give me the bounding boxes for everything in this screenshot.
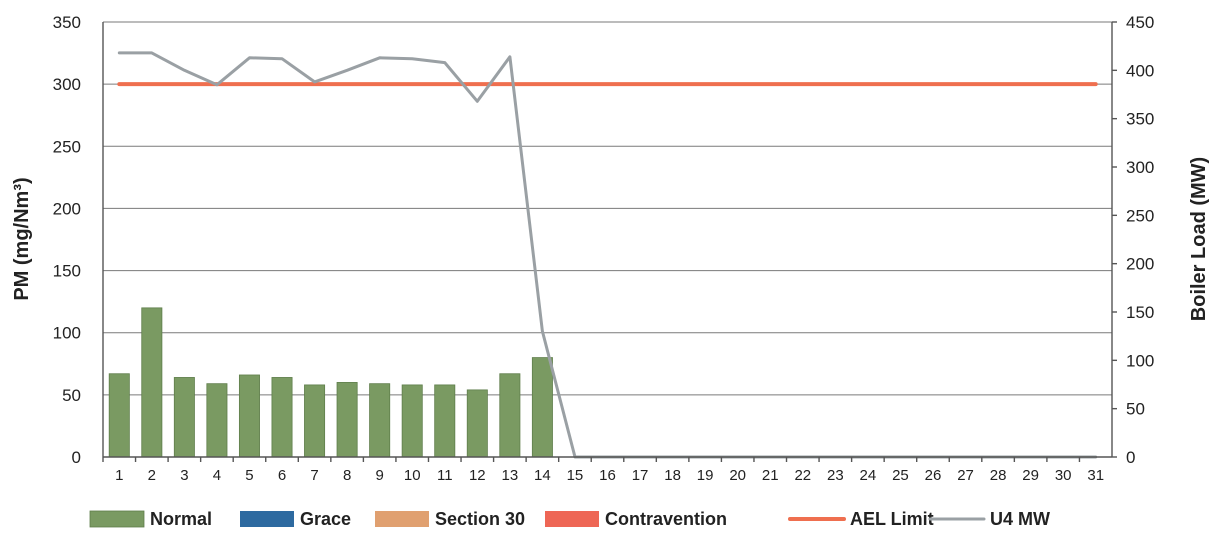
y-tick-label-left: 150 xyxy=(53,262,81,281)
y-tick-label-left: 0 xyxy=(72,448,81,467)
y-tick-label-right: 400 xyxy=(1126,61,1154,80)
legend-label-ael-limit: AEL Limit xyxy=(850,509,934,529)
legend-swatch-grace xyxy=(240,511,294,527)
y-axis-title-left: PM (mg/Nm³) xyxy=(11,177,33,300)
y-tick-label-right: 250 xyxy=(1126,206,1154,225)
legend-swatch-normal xyxy=(89,510,145,528)
y-tick-label-right: 300 xyxy=(1126,158,1154,177)
x-tick-label: 23 xyxy=(827,467,844,484)
bar-normal xyxy=(434,384,456,458)
x-tick-label: 29 xyxy=(1022,467,1039,484)
bar-normal xyxy=(336,382,358,458)
x-tick-label: 10 xyxy=(404,467,421,484)
x-tick-label: 6 xyxy=(278,467,286,484)
y-axis-title-right: Boiler Load (MW) xyxy=(1188,157,1210,321)
x-tick-label: 17 xyxy=(632,467,649,484)
bar-normal xyxy=(499,373,521,458)
y-tick-label-right: 100 xyxy=(1126,351,1154,370)
x-tick-label: 20 xyxy=(729,467,746,484)
x-tick-label: 12 xyxy=(469,467,486,484)
line-u4-mw xyxy=(117,51,1098,459)
bar-normal xyxy=(369,383,391,458)
bar-normal xyxy=(304,384,326,458)
x-tick-label: 21 xyxy=(762,467,779,484)
x-tick-label: 22 xyxy=(794,467,811,484)
bar-normal xyxy=(466,389,488,458)
x-tick-label: 31 xyxy=(1087,467,1104,484)
normal-bars xyxy=(108,307,553,458)
x-tick-label: 30 xyxy=(1055,467,1072,484)
x-tick-label: 27 xyxy=(957,467,974,484)
bar-normal xyxy=(271,377,293,458)
bar-normal xyxy=(206,383,228,458)
x-tick-label: 19 xyxy=(697,467,714,484)
legend-label-normal: Normal xyxy=(150,509,212,529)
x-tick-label: 14 xyxy=(534,467,551,484)
legend-label-contravention: Contravention xyxy=(605,509,727,529)
x-tick-label: 8 xyxy=(343,467,351,484)
x-tick-label: 18 xyxy=(664,467,681,484)
x-tick-label: 26 xyxy=(925,467,942,484)
x-tick-label: 7 xyxy=(310,467,318,484)
bar-normal xyxy=(141,307,163,458)
legend-label-grace: Grace xyxy=(300,509,351,529)
y-tick-label-left: 200 xyxy=(53,199,81,218)
x-tick-label: 9 xyxy=(375,467,383,484)
legend-label-section-30: Section 30 xyxy=(435,509,525,529)
bar-normal xyxy=(401,384,423,458)
y-tick-label-right: 450 xyxy=(1126,13,1154,32)
legend: Normal Grace Section 30 Contravention AEL Li… xyxy=(89,509,1050,529)
legend-label-u4-mw: U4 MW xyxy=(990,509,1050,529)
y-tick-label-left: 50 xyxy=(62,386,81,405)
y-tick-label-right: 350 xyxy=(1126,110,1154,129)
x-tick-label: 11 xyxy=(437,467,453,484)
bar-normal xyxy=(108,373,130,458)
series-lines xyxy=(117,51,1098,459)
legend-swatch-contravention xyxy=(545,511,599,527)
tick-labels: 0 50 100 150 200 250 300 350 0 50 100 150 200 250 300 3… xyxy=(53,13,1155,484)
bar-normal xyxy=(173,377,195,458)
x-tick-label: 16 xyxy=(599,467,616,484)
y-tick-label-right: 0 xyxy=(1126,448,1135,467)
bar-normal xyxy=(531,357,553,458)
x-tick-label: 25 xyxy=(892,467,909,484)
y-tick-label-left: 300 xyxy=(53,75,81,94)
x-tick-label: 28 xyxy=(990,467,1007,484)
legend-swatch-section-30 xyxy=(375,511,429,527)
y-tick-label-right: 200 xyxy=(1126,255,1154,274)
x-tick-label: 4 xyxy=(213,467,221,484)
x-tick-label: 15 xyxy=(567,467,584,484)
x-tick-label: 1 xyxy=(115,467,123,484)
x-tick-label: 2 xyxy=(148,467,156,484)
y-tick-label-left: 250 xyxy=(53,137,81,156)
y-tick-label-right: 150 xyxy=(1126,303,1154,322)
bar-normal xyxy=(238,374,260,458)
x-tick-label: 13 xyxy=(502,467,519,484)
y-tick-label-left: 350 xyxy=(53,13,81,32)
y-tick-label-right: 50 xyxy=(1126,400,1145,419)
x-tick-label: 5 xyxy=(245,467,253,484)
axes xyxy=(102,21,1117,462)
y-tick-label-left: 100 xyxy=(53,324,81,343)
x-tick-label: 24 xyxy=(860,467,877,484)
x-tick-label: 3 xyxy=(180,467,188,484)
